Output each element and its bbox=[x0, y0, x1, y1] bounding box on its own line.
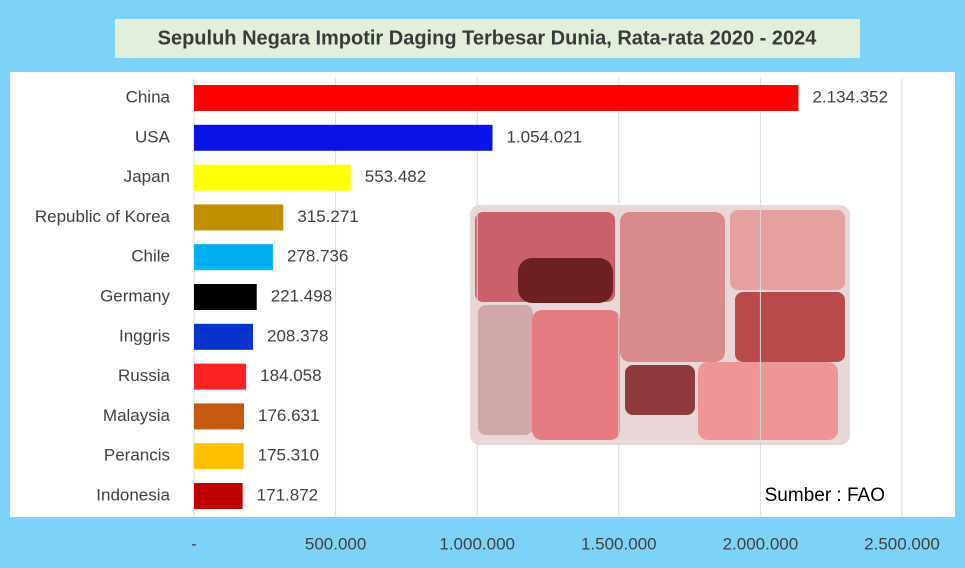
y-tick-label: Malaysia bbox=[103, 406, 171, 425]
data-label: 221.498 bbox=[271, 286, 332, 305]
y-tick-label: Japan bbox=[124, 167, 170, 186]
x-tick-label: 1.000.000 bbox=[439, 534, 515, 553]
bar bbox=[194, 204, 284, 231]
data-label: 278.736 bbox=[287, 247, 348, 266]
y-tick-label: Russia bbox=[118, 366, 171, 385]
data-label: 2.134.352 bbox=[812, 87, 888, 106]
chart-title: Sepuluh Negara Impotir Daging Terbesar D… bbox=[158, 27, 818, 49]
source-note: Sumber : FAO bbox=[765, 485, 885, 506]
bar bbox=[194, 164, 351, 191]
x-tick-label: 2.000.000 bbox=[723, 534, 799, 553]
data-label: 171.872 bbox=[257, 485, 318, 504]
bar bbox=[194, 443, 244, 470]
data-label: 553.482 bbox=[365, 167, 426, 186]
y-tick-label: Germany bbox=[100, 286, 170, 305]
data-label: 176.631 bbox=[258, 406, 319, 425]
bar bbox=[194, 483, 243, 509]
data-label: 175.310 bbox=[258, 446, 319, 465]
meat-photo bbox=[470, 205, 850, 445]
bar bbox=[194, 323, 254, 350]
bar bbox=[194, 284, 257, 310]
x-tick-label: - bbox=[191, 534, 197, 553]
x-tick-label: 500.000 bbox=[305, 534, 366, 553]
bar bbox=[194, 403, 245, 430]
data-label: 184.058 bbox=[260, 366, 321, 385]
y-tick-label: Inggris bbox=[119, 326, 170, 345]
bar bbox=[194, 244, 273, 271]
y-tick-label: Chile bbox=[131, 247, 170, 266]
bar bbox=[194, 363, 247, 390]
y-tick-label: USA bbox=[135, 127, 171, 146]
title-box bbox=[115, 19, 860, 58]
y-tick-label: Perancis bbox=[104, 446, 170, 465]
data-label: 1.054.021 bbox=[506, 127, 582, 146]
data-label: 315.271 bbox=[297, 207, 358, 226]
y-tick-label: China bbox=[126, 87, 171, 106]
bar bbox=[194, 85, 799, 111]
bar bbox=[194, 124, 493, 151]
x-tick-label: 2.500.000 bbox=[864, 534, 940, 553]
y-tick-label: Republic of Korea bbox=[35, 207, 171, 226]
y-tick-label: Indonesia bbox=[96, 485, 170, 504]
x-tick-label: 1.500.000 bbox=[581, 534, 657, 553]
data-label: 208.378 bbox=[267, 326, 328, 345]
